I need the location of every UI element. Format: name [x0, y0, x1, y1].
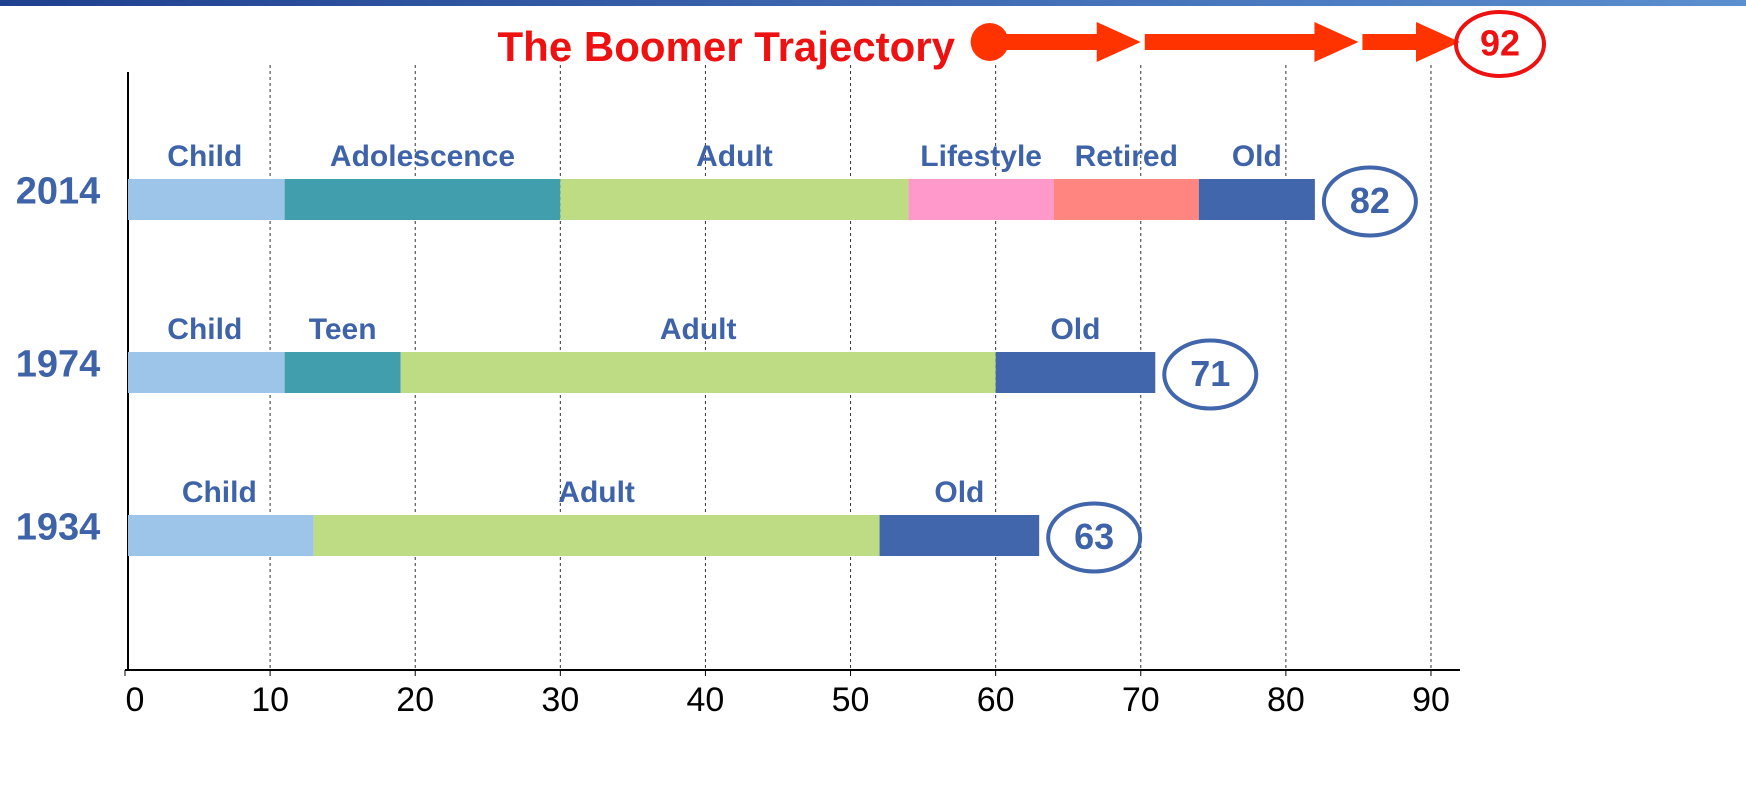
- x-tick-label: 0: [126, 681, 145, 719]
- x-tick-label: 40: [687, 681, 725, 719]
- trajectory-arrow: [1416, 22, 1460, 62]
- bar-segment: [284, 179, 561, 220]
- end-label: 82: [1350, 180, 1390, 221]
- trajectory-arrow: [1314, 22, 1359, 62]
- x-tick-label: 70: [1122, 681, 1160, 719]
- end-ellipse: [1162, 338, 1259, 411]
- end-ellipse: [1046, 501, 1143, 574]
- row-label: 2014: [16, 171, 101, 213]
- row-label: 1974: [16, 344, 101, 386]
- segment-label: Teen: [309, 313, 377, 346]
- x-tick-label: 10: [251, 681, 289, 719]
- segment-label: Old: [1050, 313, 1100, 346]
- bar-segment: [128, 515, 314, 556]
- bar-segment: [560, 179, 909, 220]
- segment-label: Child: [182, 476, 257, 509]
- bar-segment: [128, 352, 285, 393]
- end-label: 71: [1190, 353, 1230, 394]
- x-tick-label: 30: [541, 681, 579, 719]
- x-tick-label: 20: [396, 681, 434, 719]
- segment-label: Child: [167, 313, 242, 346]
- end-label: 63: [1074, 516, 1114, 557]
- segment-label: Adult: [696, 140, 773, 173]
- bar-segment: [1198, 179, 1315, 220]
- trajectory-arrow: [1096, 22, 1141, 62]
- segment-label: Lifestyle: [920, 140, 1042, 173]
- bar-segment: [400, 352, 996, 393]
- segment-label: Old: [934, 476, 984, 509]
- segment-label: Child: [167, 140, 242, 173]
- top-band: [0, 0, 1746, 6]
- row-label: 1934: [16, 507, 101, 549]
- segment-label: Old: [1232, 140, 1282, 173]
- trajectory-end-label: 92: [1480, 23, 1520, 64]
- bar-segment: [313, 515, 880, 556]
- segment-label: Adult: [660, 313, 737, 346]
- x-tick-label: 80: [1267, 681, 1305, 719]
- segment-label: Adult: [558, 476, 635, 509]
- bar-segment: [128, 179, 285, 220]
- bar-segment: [908, 179, 1054, 220]
- segment-label: Retired: [1075, 140, 1178, 173]
- bar-segment: [879, 515, 1040, 556]
- bar-segment: [995, 352, 1156, 393]
- trajectory-title: The Boomer Trajectory: [498, 23, 956, 70]
- x-tick-label: 60: [977, 681, 1015, 719]
- bar-segment: [284, 352, 401, 393]
- bar-segment: [1053, 179, 1199, 220]
- x-tick-label: 50: [832, 681, 870, 719]
- x-tick-label: 90: [1412, 681, 1450, 719]
- end-ellipse: [1321, 165, 1418, 238]
- trajectory-start: [970, 23, 1009, 61]
- segment-label: Adolescence: [330, 140, 515, 173]
- trajectory-ellipse: [1454, 10, 1546, 78]
